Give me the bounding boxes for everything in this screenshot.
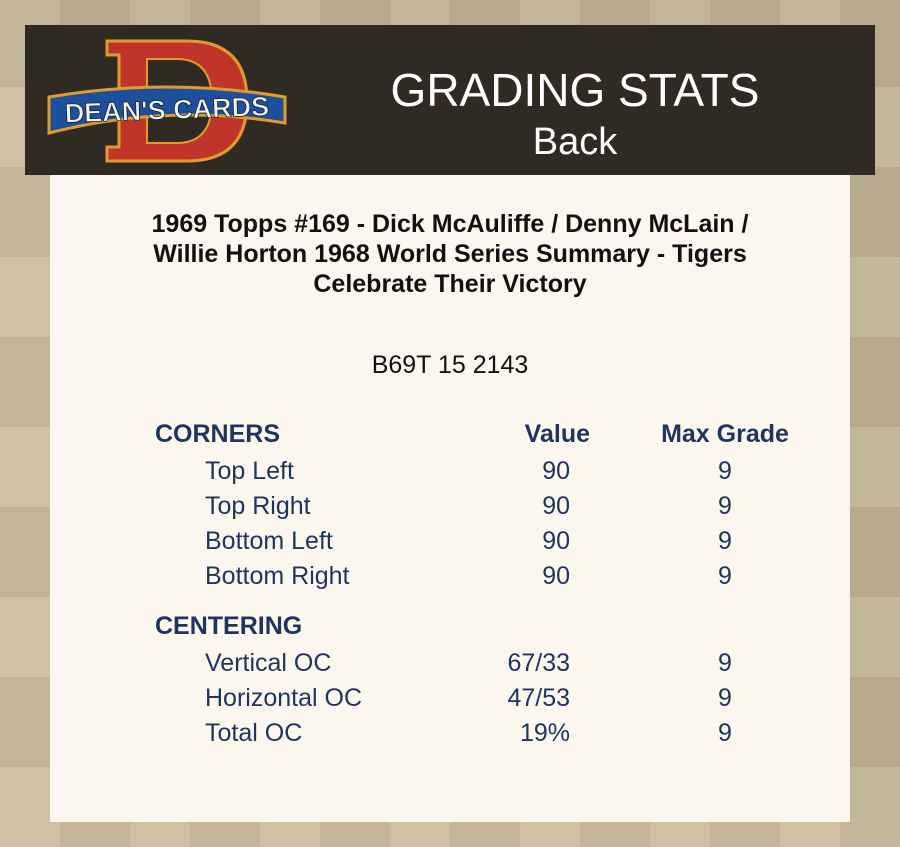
row-max-grade: 9 <box>718 719 732 747</box>
row-max-grade: 9 <box>718 527 732 555</box>
section-heading: CENTERING <box>155 612 303 640</box>
column-header-value: Value <box>524 420 590 448</box>
row-value: 67/33 <box>507 649 570 677</box>
table-row: Bottom Left 90 9 <box>50 527 850 562</box>
column-header-max-grade: Max Grade <box>661 420 789 448</box>
card-title-line: 1969 Topps #169 - Dick McAuliffe / Denny… <box>151 210 749 238</box>
centering-header-row: CENTERING <box>50 612 850 647</box>
table-row: Total OC 19% 9 <box>50 719 850 754</box>
row-label: Horizontal OC <box>205 684 362 712</box>
section-heading: CORNERS <box>155 420 281 448</box>
row-value: 90 <box>542 492 570 520</box>
page-subtitle: Back <box>532 121 618 163</box>
row-max-grade: 9 <box>718 457 732 485</box>
card-title-line: Celebrate Their Victory <box>313 270 587 298</box>
row-max-grade: 9 <box>718 684 732 712</box>
page-title: GRADING STATS <box>390 64 760 116</box>
row-max-grade: 9 <box>718 492 732 520</box>
table-row: Top Right 90 9 <box>50 492 850 527</box>
deans-cards-logo: DEAN'S CARDS <box>47 39 287 163</box>
row-label: Total OC <box>205 719 303 747</box>
corners-header-row: CORNERS Value Max Grade <box>50 420 850 455</box>
table-row: Top Left 90 9 <box>50 457 850 492</box>
row-value: 90 <box>542 562 570 590</box>
row-label: Top Right <box>205 492 311 520</box>
row-value: 47/53 <box>507 684 570 712</box>
stats-panel: 1969 Topps #169 - Dick McAuliffe / Denny… <box>50 175 850 822</box>
header: DEAN'S CARDS GRADING STATS Back <box>25 25 875 175</box>
table-row: Horizontal OC 47/53 9 <box>50 684 850 719</box>
row-label: Top Left <box>205 457 294 485</box>
row-label: Bottom Left <box>205 527 333 555</box>
card-title: 1969 Topps #169 - Dick McAuliffe / Denny… <box>90 209 810 299</box>
row-max-grade: 9 <box>718 649 732 677</box>
table-row: Bottom Right 90 9 <box>50 562 850 597</box>
cert-number: B69T 15 2143 <box>371 351 529 379</box>
row-value: 90 <box>542 457 570 485</box>
row-value: 90 <box>542 527 570 555</box>
row-value: 19% <box>519 719 570 747</box>
row-label: Vertical OC <box>205 649 332 677</box>
table-row: Vertical OC 67/33 9 <box>50 649 850 684</box>
row-max-grade: 9 <box>718 562 732 590</box>
card-title-line: Willie Horton 1968 World Series Summary … <box>153 240 747 268</box>
row-label: Bottom Right <box>205 562 350 590</box>
svg-text:DEAN'S CARDS: DEAN'S CARDS <box>64 91 269 128</box>
